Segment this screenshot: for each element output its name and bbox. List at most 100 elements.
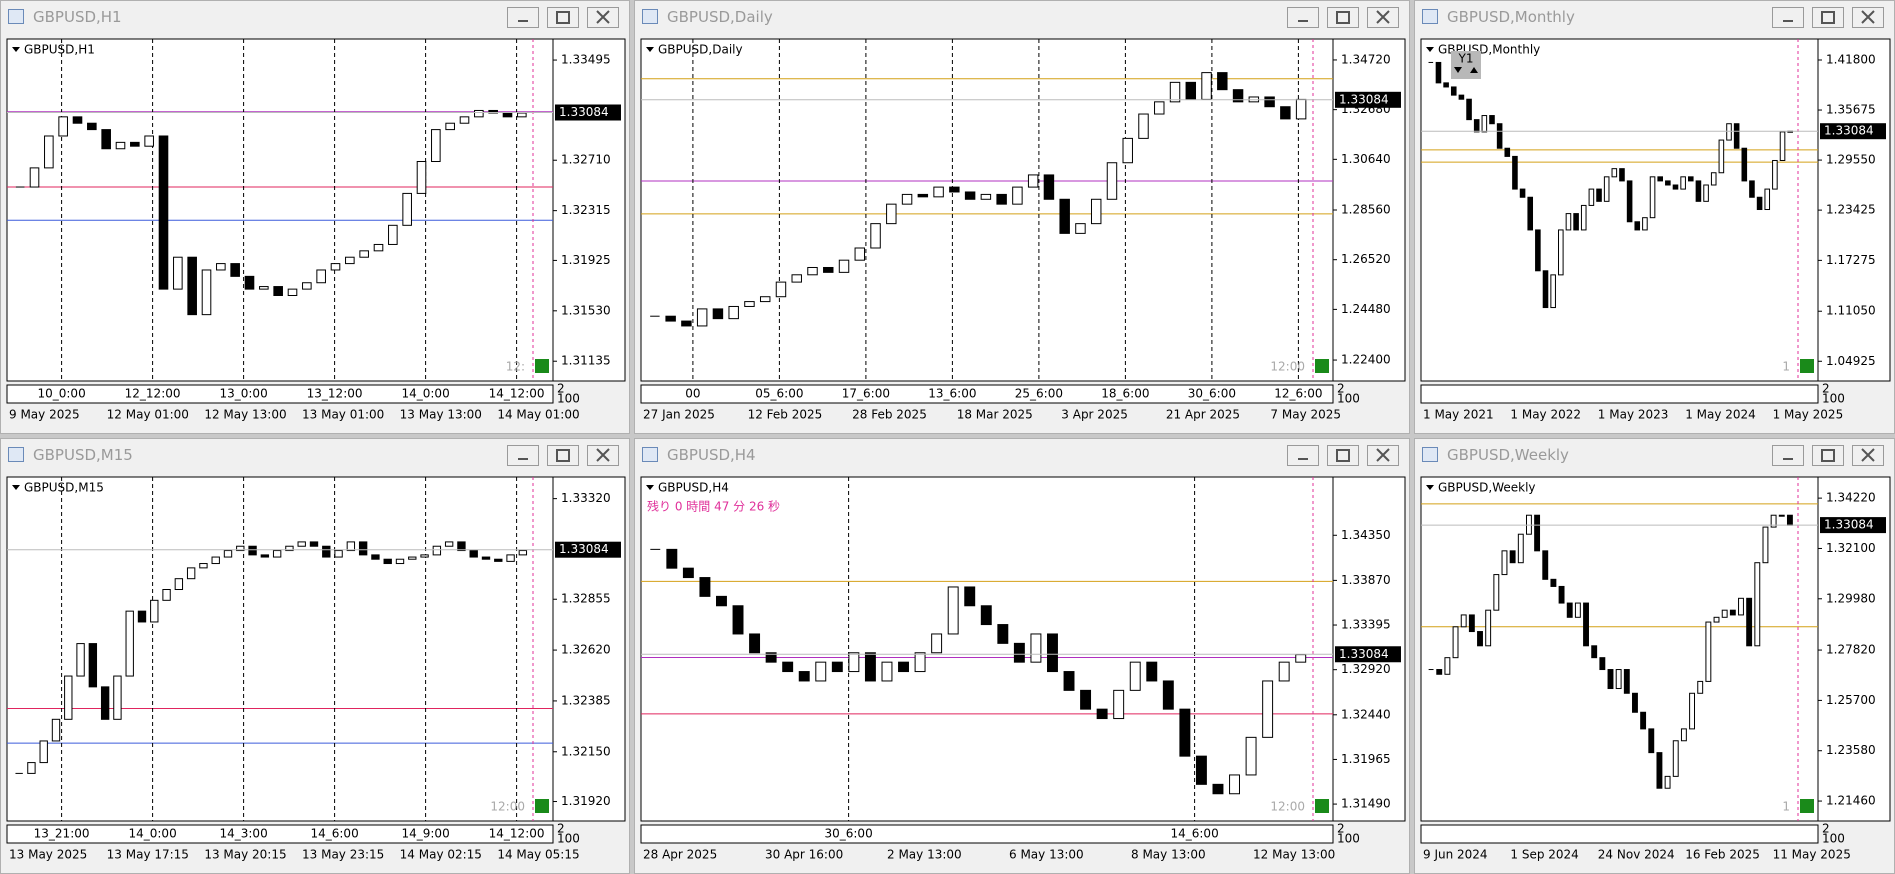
time-axis-label: 14_6:00 <box>1170 827 1218 841</box>
time-note: 1 <box>1782 360 1790 374</box>
date-label: 1 May 2021 <box>1423 408 1494 422</box>
minimize-button[interactable] <box>1772 445 1804 466</box>
icon <box>1336 11 1350 24</box>
corner-label: 2 <box>1822 382 1830 396</box>
candle <box>1059 198 1070 234</box>
candle <box>1201 72 1212 100</box>
y-tick-label: 1.22400 <box>1341 353 1391 367</box>
candle <box>457 541 466 552</box>
y-tick-label: 1.11050 <box>1826 304 1876 318</box>
candle <box>1705 621 1712 682</box>
y-tick-label: 1.31135 <box>561 354 611 368</box>
corner-label: 2 <box>1337 822 1345 836</box>
candle <box>488 109 498 114</box>
window-icon <box>642 9 658 24</box>
time-note: 12:00 <box>1270 360 1305 374</box>
restore-button[interactable] <box>1327 445 1359 466</box>
time-note: 12:00 <box>490 800 525 814</box>
candle <box>1435 61 1442 84</box>
date-label: 1 May 2025 <box>1773 408 1844 422</box>
candle <box>1278 661 1290 682</box>
button-icon <box>596 10 610 24</box>
symbol-label: GBPUSD,H4 <box>658 481 729 495</box>
candle <box>1450 86 1457 96</box>
minimize-button[interactable] <box>507 7 539 28</box>
chart: 1.347201.326801.306401.285601.265201.244… <box>640 38 1406 422</box>
minimize-button[interactable] <box>1772 7 1804 28</box>
icon <box>596 448 610 462</box>
title-bar: GBPUSD,H4 <box>635 439 1409 471</box>
candle <box>309 541 319 547</box>
date-label: 13 May 2025 <box>9 848 87 862</box>
plot-area <box>1420 38 1891 382</box>
candle <box>1729 609 1736 616</box>
candle <box>1489 115 1495 125</box>
candle <box>1280 106 1291 120</box>
button-icon <box>1861 10 1875 24</box>
chart-window: GBPUSD,Weekly 1.34220 1.32100 1.29980 1.2782… <box>1414 438 1895 874</box>
icon <box>1861 10 1875 24</box>
candle <box>445 122 455 131</box>
minimize-button[interactable] <box>1287 7 1319 28</box>
symbol-label: GBPUSD,Daily <box>658 43 743 57</box>
restore-button[interactable] <box>547 445 579 466</box>
candle <box>236 545 245 552</box>
candle <box>1080 689 1092 710</box>
menu-arrow <box>12 47 20 52</box>
minimize-button[interactable] <box>1287 445 1319 466</box>
close-button[interactable] <box>1367 7 1399 28</box>
date-label: 14 May 01:00 <box>497 408 579 422</box>
close-button[interactable] <box>1367 445 1399 466</box>
candle <box>947 586 959 635</box>
restore-button[interactable] <box>547 7 579 28</box>
candle <box>1504 147 1511 157</box>
time-axis-label: 14_9:00 <box>401 827 449 841</box>
candle <box>933 186 944 198</box>
y1-button[interactable] <box>1451 51 1481 79</box>
window-title: GBPUSD,Daily <box>667 8 773 26</box>
icon <box>596 10 610 24</box>
time-axis-label: 13_0:00 <box>219 387 267 401</box>
date-label: 30 Apr 16:00 <box>765 848 843 862</box>
candle <box>1185 81 1197 100</box>
close-button[interactable] <box>1852 7 1884 28</box>
icon <box>1861 448 1875 462</box>
candle <box>1466 98 1472 121</box>
close-button[interactable] <box>587 445 619 466</box>
candle <box>100 686 110 720</box>
chart: 1.34220 1.32100 1.29980 1.27820 1.25700 1.235… <box>1420 476 1891 862</box>
candle <box>1664 775 1671 789</box>
restore-button[interactable] <box>1812 445 1844 466</box>
window-title: GBPUSD,H4 <box>667 446 756 464</box>
candle <box>1565 213 1572 231</box>
chart: 1.33320 1.32855 1.32620 1.32385 1.32150 1.319… <box>6 476 626 862</box>
candle <box>881 661 893 682</box>
time-axis <box>640 384 1334 404</box>
date-label: 16 Feb 2025 <box>1685 848 1760 862</box>
candle <box>964 586 976 607</box>
restore-button[interactable] <box>1812 7 1844 28</box>
restore-button[interactable] <box>1327 7 1359 28</box>
close-button[interactable] <box>587 7 619 28</box>
date-label: 12 May 13:00 <box>1253 848 1335 862</box>
y-tick-label: 1.32620 <box>561 643 611 657</box>
date-label: 1 May 2023 <box>1598 408 1669 422</box>
y-tick-label: 1.33395 <box>1341 618 1391 632</box>
minimize-button[interactable] <box>507 445 539 466</box>
close-button[interactable] <box>1852 445 1884 466</box>
candle <box>1496 123 1503 149</box>
time-axis-label: 13_12:00 <box>307 387 363 401</box>
candle <box>39 740 48 764</box>
candle <box>964 191 976 200</box>
y-tick-label: 1.26520 <box>1341 252 1391 266</box>
corner-label: 100 <box>1822 832 1845 846</box>
candle <box>1689 692 1696 730</box>
candle <box>1672 184 1679 190</box>
candle <box>474 109 484 118</box>
candle <box>395 558 405 565</box>
corner-label: 100 <box>1337 832 1360 846</box>
corner-label: 100 <box>1337 392 1360 406</box>
date-label: 9 Jun 2024 <box>1423 848 1488 862</box>
y-tick-label: 1.34350 <box>1341 528 1391 542</box>
candle <box>76 643 85 677</box>
